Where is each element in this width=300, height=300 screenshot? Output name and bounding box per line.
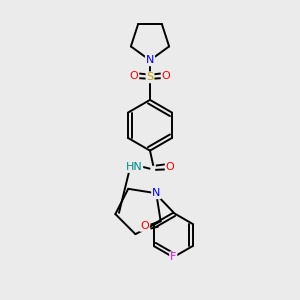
- Text: F: F: [170, 252, 176, 262]
- Text: O: O: [130, 71, 138, 81]
- Text: O: O: [140, 221, 149, 231]
- Text: N: N: [152, 188, 160, 198]
- Text: O: O: [166, 162, 175, 172]
- Text: O: O: [162, 71, 170, 81]
- Text: N: N: [146, 55, 154, 65]
- Text: S: S: [146, 72, 154, 82]
- Text: HN: HN: [125, 162, 142, 172]
